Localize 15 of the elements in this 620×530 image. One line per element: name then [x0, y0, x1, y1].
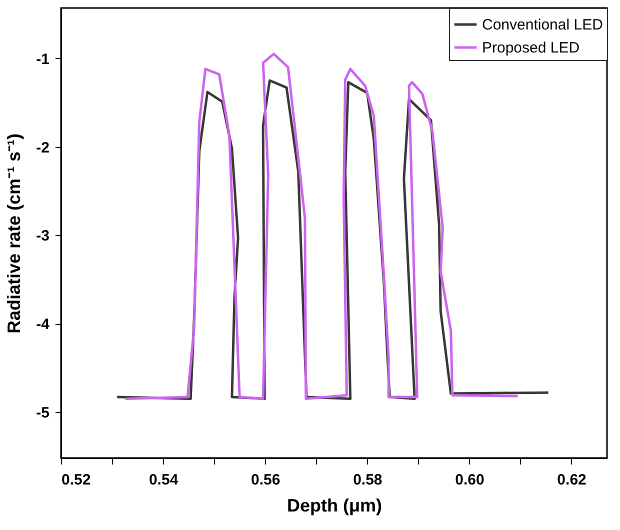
x-tick-label: 0.52	[62, 472, 91, 488]
y-tick-label: -2	[36, 139, 50, 156]
legend-label: Proposed LED	[482, 40, 580, 56]
legend-label: Conventional LED	[482, 16, 604, 34]
x-tick-label: 0.60	[455, 472, 484, 488]
y-tick-label: -3	[36, 228, 50, 245]
x-tick-label: 0.56	[251, 472, 280, 488]
y-tick-label: -1	[36, 50, 50, 68]
x-axis-title: Depth (μm)	[286, 496, 382, 516]
x-tick-label: 0.62	[557, 472, 586, 488]
y-tick-label: -5	[36, 404, 50, 422]
x-tick-label: 0.54	[148, 472, 179, 488]
y-axis-title: Radiative rate (cm⁻¹ s⁻¹)	[4, 133, 24, 334]
x-tick-label: 0.58	[353, 472, 382, 488]
y-tick-label: -4	[36, 316, 50, 334]
